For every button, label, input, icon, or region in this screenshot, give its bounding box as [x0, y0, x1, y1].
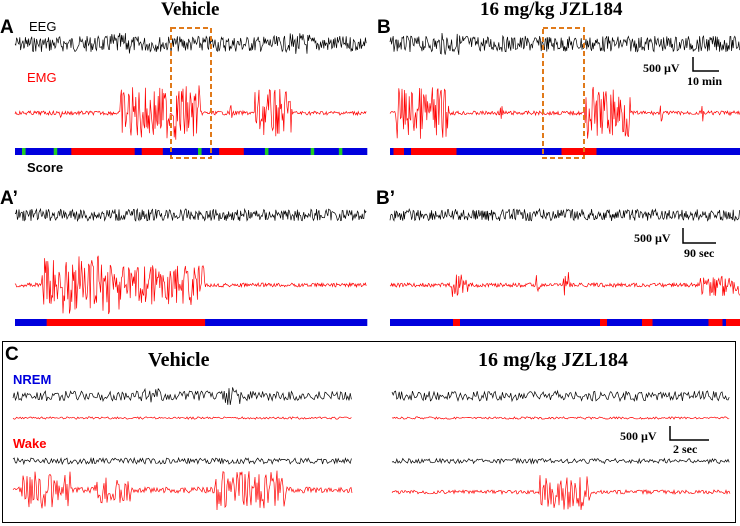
wake-emg-vehicle	[12, 470, 353, 511]
panel-letter-a: A	[0, 17, 14, 38]
scalebar-mid	[682, 228, 716, 244]
hypnogram-a-segment-9	[198, 148, 202, 155]
label-eeg: EEG	[29, 19, 57, 34]
wake-emg-drug	[391, 475, 731, 510]
panel-letter-b: B	[377, 17, 391, 38]
hypnogram-a-segment-11	[219, 148, 245, 155]
hypnogram-a-segment-12	[243, 148, 266, 155]
scale-bottom-amplitude: 500 µV	[620, 429, 657, 443]
eeg-trace-b-prime	[389, 207, 740, 222]
hypnogram-b-prime-segment-3	[600, 319, 608, 326]
eeg-trace-a	[14, 32, 367, 54]
eeg-trace-a-prime	[14, 207, 367, 223]
scalebar-top	[692, 57, 719, 72]
hypnogram-a-segment-16	[314, 148, 340, 155]
hypnogram-a-segment-3	[53, 148, 58, 155]
title-drug-top: 16 mg/kg JZL184	[480, 0, 623, 20]
hypnogram-bars	[15, 148, 740, 326]
nrem-eeg-vehicle	[12, 387, 352, 405]
scalebar-bottom	[669, 426, 709, 441]
hypnogram-a-segment-1	[22, 148, 26, 155]
wake-eeg-vehicle	[12, 456, 352, 466]
hypnogram-b-prime-segment-9	[726, 319, 740, 326]
hypnogram-b-prime-segment-4	[607, 319, 643, 326]
hypnogram-b-segment-4	[456, 148, 562, 155]
label-nrem: NREM	[13, 372, 52, 387]
hypnogram-b-segment-1	[393, 148, 405, 155]
scale-mid-time: 90 sec	[684, 246, 715, 260]
label-wake: Wake	[13, 436, 47, 451]
hypnogram-a-segment-0	[15, 148, 23, 155]
emg-trace-b-prime	[389, 272, 740, 297]
hypnogram-a-segment-2	[25, 148, 55, 155]
hypnogram-b-prime-segment-1	[453, 319, 461, 326]
label-score: Score	[27, 160, 64, 175]
nrem-emg-drug	[391, 416, 730, 420]
hypnogram-a-segment-5	[71, 148, 135, 155]
title-vehicle-c: Vehicle	[148, 349, 210, 371]
hypnogram-a-segment-14	[268, 148, 311, 155]
hypnogram-b-prime-segment-2	[460, 319, 601, 326]
hypnogram-a-prime-segment-1	[46, 319, 206, 326]
panel-letter-c: C	[5, 344, 19, 365]
nrem-eeg-drug	[391, 389, 730, 403]
hypnogram-a-segment-15	[310, 148, 315, 155]
emg-trace-a	[14, 85, 367, 140]
hypnogram-a-segment-13	[264, 148, 269, 155]
hypnogram-b-prime-segment-5	[642, 319, 653, 326]
panel-letter-a-prime: A’	[0, 188, 18, 209]
hypnogram-b-segment-2	[404, 148, 412, 155]
hypnogram-b-segment-3	[411, 148, 457, 155]
hypnogram-b-segment-6	[596, 148, 740, 155]
hypnogram-b-prime-segment-0	[390, 319, 454, 326]
scale-bottom-time: 2 sec	[673, 442, 698, 456]
hypnogram-b-segment-0	[390, 148, 394, 155]
highlight-box-vehicle	[170, 27, 212, 159]
highlight-box-drug	[542, 27, 585, 159]
hypnogram-a-segment-17	[338, 148, 343, 155]
hypnogram-a-segment-8	[162, 148, 199, 155]
hypnogram-a-segment-6	[134, 148, 143, 155]
hypnogram-b-prime-segment-7	[708, 319, 723, 326]
eeg-trace-b	[389, 32, 740, 55]
panel-letter-b-prime: B’	[376, 188, 395, 209]
title-vehicle-top: Vehicle	[161, 0, 220, 20]
panel-c-frame	[2, 341, 736, 523]
wake-eeg-drug	[391, 457, 730, 465]
scale-mid-amplitude: 500 µV	[634, 231, 671, 245]
title-drug-c: 16 mg/kg JZL184	[478, 349, 629, 371]
hypnogram-b-segment-5	[561, 148, 597, 155]
scale-top-amplitude: 500 µV	[643, 61, 680, 75]
scale-top-time: 10 min	[687, 74, 723, 88]
hypnogram-a-segment-18	[342, 148, 368, 155]
nrem-emg-vehicle	[12, 416, 352, 420]
signal-traces	[12, 32, 740, 511]
emg-trace-a-prime	[14, 255, 367, 315]
hypnogram-a-prime-segment-0	[15, 319, 47, 326]
hypnogram-a-prime-segment-2	[205, 319, 368, 326]
hypnogram-a-segment-4	[57, 148, 72, 155]
hypnogram-b-prime-segment-8	[722, 319, 727, 326]
hypnogram-b-prime-segment-6	[652, 319, 709, 326]
label-emg: EMG	[27, 70, 57, 85]
emg-trace-b	[389, 86, 740, 139]
hypnogram-a-segment-7	[141, 148, 164, 155]
